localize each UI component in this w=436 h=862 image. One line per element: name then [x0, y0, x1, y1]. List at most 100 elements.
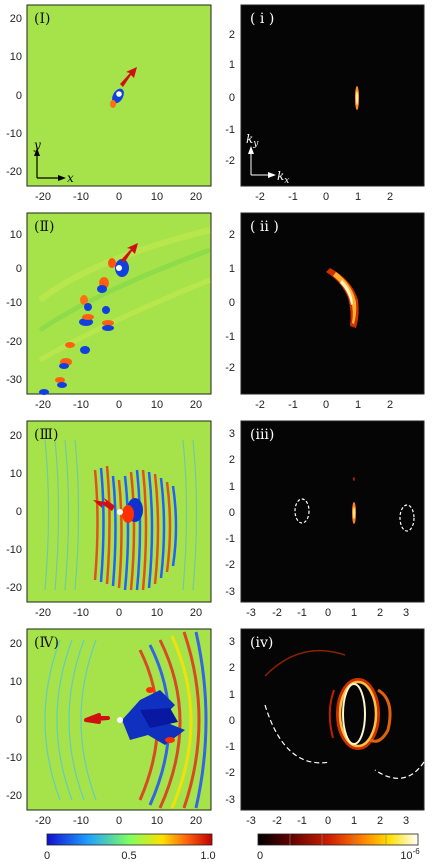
xtick: 0	[116, 815, 122, 827]
xtick: 20	[190, 607, 202, 619]
xtick: -1	[297, 815, 307, 827]
colorbar-tick: 0.5	[121, 850, 136, 862]
panel-label: (Ⅰ)	[34, 11, 50, 27]
ytick: -1	[225, 124, 235, 136]
ytick: -20	[6, 166, 22, 178]
ytick: -1	[225, 331, 235, 343]
xtick: 3	[403, 815, 409, 827]
ytick: -2	[225, 155, 235, 167]
ytick: 0	[229, 92, 235, 104]
ytick: -2	[225, 362, 235, 374]
kx-label: k	[277, 169, 284, 183]
xtick: 20	[190, 399, 202, 411]
ytick: 0	[16, 714, 22, 726]
xtick: 10	[151, 191, 163, 203]
xtick: 0	[116, 607, 122, 619]
xtick: 0	[325, 815, 331, 827]
resonance-contour	[399, 504, 415, 532]
ytick: 0	[229, 507, 235, 519]
xtick: -10	[73, 815, 89, 827]
panel-label: ( i )	[250, 11, 274, 27]
xtick: 0	[323, 191, 329, 203]
motion-arrow	[121, 243, 138, 263]
motion-arrow	[84, 713, 110, 724]
ytick: 10	[10, 51, 22, 63]
ytick: 10	[10, 676, 22, 688]
xtick: 1	[355, 191, 361, 203]
xtick: -20	[35, 607, 51, 619]
ytick: 10	[10, 468, 22, 480]
panel-label: (Ⅲ)	[34, 427, 58, 443]
ytick: -1	[225, 741, 235, 753]
ytick: 1	[229, 59, 235, 71]
ytick: -2	[225, 559, 235, 571]
panel-label: (Ⅱ)	[34, 219, 54, 235]
xtick: -1	[288, 399, 298, 411]
ytick: 3	[229, 636, 235, 648]
ytick: -1	[225, 533, 235, 545]
vortex-trail	[39, 258, 129, 395]
wave-pattern	[44, 439, 198, 591]
xtick: -10	[73, 399, 89, 411]
ytick: 1	[229, 481, 235, 493]
xtick: 2	[387, 191, 393, 203]
ky-label: k	[246, 132, 253, 146]
axis-y-label: y	[33, 138, 41, 152]
xtick: -20	[35, 815, 51, 827]
ky-sub: y	[252, 139, 259, 149]
svg-text:kx: kx	[277, 169, 289, 186]
panel-field-2: (Ⅱ) 10 0 -10 -20 -30 -20 -10 0 10 20	[6, 212, 212, 411]
xtick: 1	[351, 815, 357, 827]
panel-label: (iii)	[250, 427, 274, 443]
ytick: 20	[10, 638, 22, 650]
xtick: -2	[255, 399, 265, 411]
ytick: 20	[10, 13, 22, 25]
ytick: -20	[6, 582, 22, 594]
xtick: 20	[190, 191, 202, 203]
resonance-contour	[374, 761, 425, 779]
ytick: -2	[225, 767, 235, 779]
xtick: 2	[387, 399, 393, 411]
xtick: -10	[73, 607, 89, 619]
ytick: 1	[229, 689, 235, 701]
panel-spectrum-4: (iv) 3 2 1 0 -1 -2 -3 -3 -2 -1 0 1 2 3	[225, 628, 425, 827]
ytick: 2	[229, 29, 235, 41]
panel-label: (Ⅳ)	[34, 635, 59, 651]
xtick: 1	[355, 399, 361, 411]
panel-label: (iv)	[250, 635, 273, 651]
ytick: -20	[6, 336, 22, 348]
ytick: -20	[6, 790, 22, 802]
xtick: -20	[35, 399, 51, 411]
panel-spectrum-1: ( i ) ky kx 2 1 0 -1 -2 -2 -1 0 1 2	[225, 4, 425, 203]
motion-arrow	[120, 67, 137, 87]
xtick: -2	[272, 815, 282, 827]
panel-spectrum-3: (iii) 3 2 1 0 -1 -2 -3 -3 -2 -1 0 1 2 3	[225, 420, 425, 619]
xtick: -1	[297, 607, 307, 619]
ytick: 2	[229, 662, 235, 674]
axis-x-label: x	[67, 171, 74, 185]
panel-label: ( ii )	[250, 219, 279, 235]
xtick: 10	[151, 815, 163, 827]
ytick: 0	[16, 506, 22, 518]
ytick: -30	[6, 374, 22, 386]
panel-field-1: y x (Ⅰ) 20 10 0 -10 -20 -20 -10 0 10 20	[6, 4, 212, 203]
xtick: 10	[151, 399, 163, 411]
xtick: -2	[255, 191, 265, 203]
ytick: 0	[16, 90, 22, 102]
ytick: 0	[229, 297, 235, 309]
xtick: 0	[323, 399, 329, 411]
panel-field-3: (Ⅲ) 20 10 0 -10 -20 -20 -10 0 10 20	[6, 420, 212, 619]
svg-text:10-6: 10-6	[400, 847, 420, 862]
colorbar-spectrum: 0 10-6	[257, 833, 420, 862]
axis-indicator: y x	[33, 138, 74, 185]
ytick: 3	[229, 428, 235, 440]
colorbar-tick: 1.0	[200, 850, 215, 862]
panel-field-4: (Ⅳ) 20 10 0 -10 -20 -20 -10 0 10 20	[6, 628, 212, 827]
xtick: -2	[272, 607, 282, 619]
xtick: 1	[351, 607, 357, 619]
xtick: -1	[288, 191, 298, 203]
kx-sub: x	[284, 176, 289, 186]
xtick: 20	[190, 815, 202, 827]
xtick: -3	[246, 607, 256, 619]
